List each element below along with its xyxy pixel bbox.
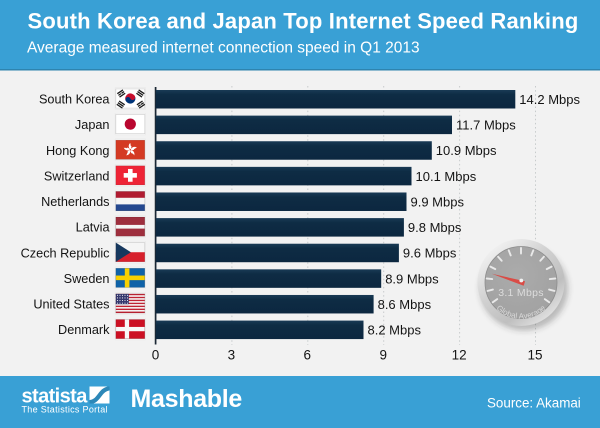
svg-text:United States: United States	[33, 298, 109, 312]
svg-text:Source: Akamai: Source: Akamai	[487, 396, 581, 411]
svg-text:8.6 Mbps: 8.6 Mbps	[378, 297, 432, 312]
svg-text:Sweden: Sweden	[64, 272, 110, 286]
svg-text:15: 15	[527, 348, 542, 363]
svg-text:9.6 Mbps: 9.6 Mbps	[403, 246, 457, 261]
svg-text:South Korea and Japan Top Inte: South Korea and Japan Top Internet Speed…	[28, 9, 579, 34]
svg-text:8.2 Mbps: 8.2 Mbps	[368, 323, 422, 338]
svg-text:10.9 Mbps: 10.9 Mbps	[436, 143, 497, 158]
svg-text:South Korea: South Korea	[39, 93, 110, 107]
svg-text:Czech Republic: Czech Republic	[21, 246, 111, 260]
svg-text:3.1 Mbps: 3.1 Mbps	[498, 287, 544, 299]
svg-text:statista: statista	[22, 386, 89, 408]
svg-text:Hong Kong: Hong Kong	[46, 144, 110, 158]
svg-text:Netherlands: Netherlands	[41, 195, 109, 209]
svg-text:9.8 Mbps: 9.8 Mbps	[408, 220, 462, 235]
svg-text:Average measured internet conn: Average measured internet connection spe…	[27, 40, 420, 57]
svg-text:11.7 Mbps: 11.7 Mbps	[456, 118, 516, 133]
svg-text:Japan: Japan	[75, 118, 110, 132]
svg-text:10.1 Mbps: 10.1 Mbps	[416, 169, 477, 184]
svg-text:12: 12	[452, 348, 467, 363]
svg-text:0: 0	[152, 348, 160, 363]
svg-text:14.2 Mbps: 14.2 Mbps	[519, 92, 580, 107]
svg-text:Denmark: Denmark	[58, 323, 110, 337]
svg-text:The Statistics Portal: The Statistics Portal	[22, 405, 108, 415]
svg-text:9.9 Mbps: 9.9 Mbps	[411, 194, 465, 209]
svg-text:Latvia: Latvia	[76, 221, 111, 235]
svg-text:8.9 Mbps: 8.9 Mbps	[385, 271, 439, 286]
svg-text:9: 9	[379, 348, 387, 363]
svg-text:6: 6	[304, 348, 312, 363]
svg-text:Switzerland: Switzerland	[44, 169, 110, 183]
svg-text:3: 3	[228, 348, 236, 363]
svg-text:Mashable: Mashable	[131, 385, 243, 413]
